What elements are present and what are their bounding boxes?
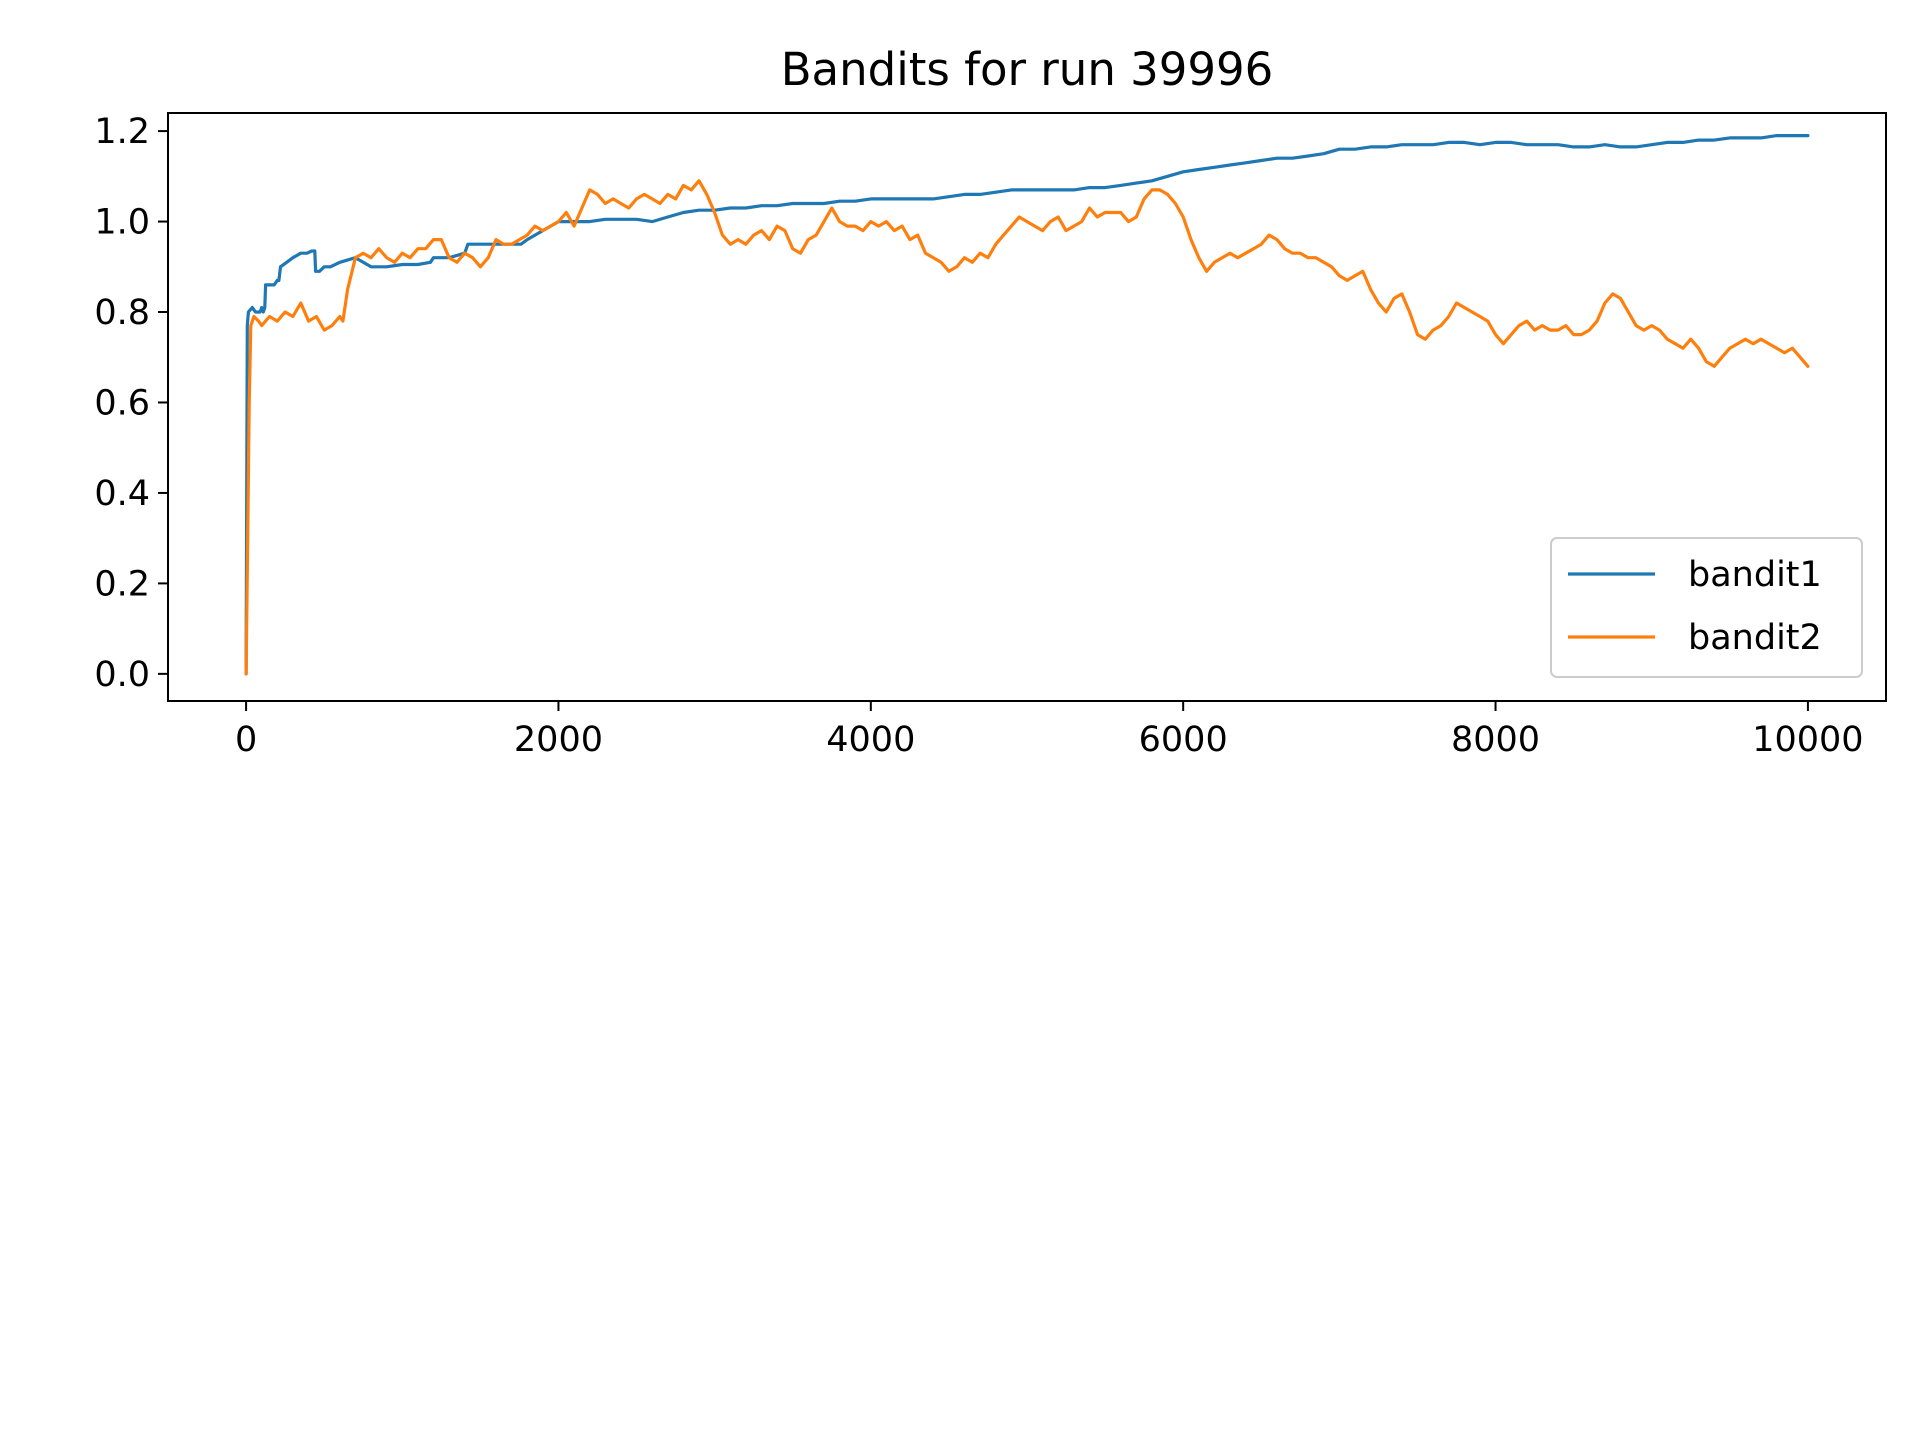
series-layer (244, 134, 1810, 676)
y-tick-label: 0.8 (94, 293, 150, 333)
y-tick-label: 0.2 (94, 564, 150, 604)
x-tick-label: 0 (235, 720, 257, 760)
legend: bandit1 bandit2 (1550, 537, 1863, 678)
x-tick-label: 6000 (1139, 720, 1228, 760)
x-tick-label: 2000 (514, 720, 603, 760)
y-tick-label: 0.4 (94, 474, 150, 514)
x-tick-label: 8000 (1451, 720, 1540, 760)
y-axis: 0.0 0.2 0.4 0.6 0.8 1.0 1.2 (94, 112, 168, 695)
x-axis: 0 2000 4000 6000 8000 10000 (235, 701, 1864, 760)
series-line-bandit1 (244, 134, 1810, 676)
legend-label-bandit2: bandit2 (1688, 618, 1822, 658)
y-tick-label: 1.0 (94, 203, 150, 243)
legend-label-bandit1: bandit1 (1688, 555, 1822, 595)
series-line-bandit2 (244, 179, 1810, 676)
y-tick-label: 0.0 (94, 655, 150, 695)
x-tick-label: 10000 (1752, 720, 1863, 760)
chart-title: Bandits for run 39996 (781, 43, 1274, 96)
y-tick-label: 0.6 (94, 383, 150, 423)
plot-area-frame (167, 112, 1887, 702)
x-tick-label: 4000 (826, 720, 915, 760)
y-tick-label: 1.2 (94, 112, 150, 152)
